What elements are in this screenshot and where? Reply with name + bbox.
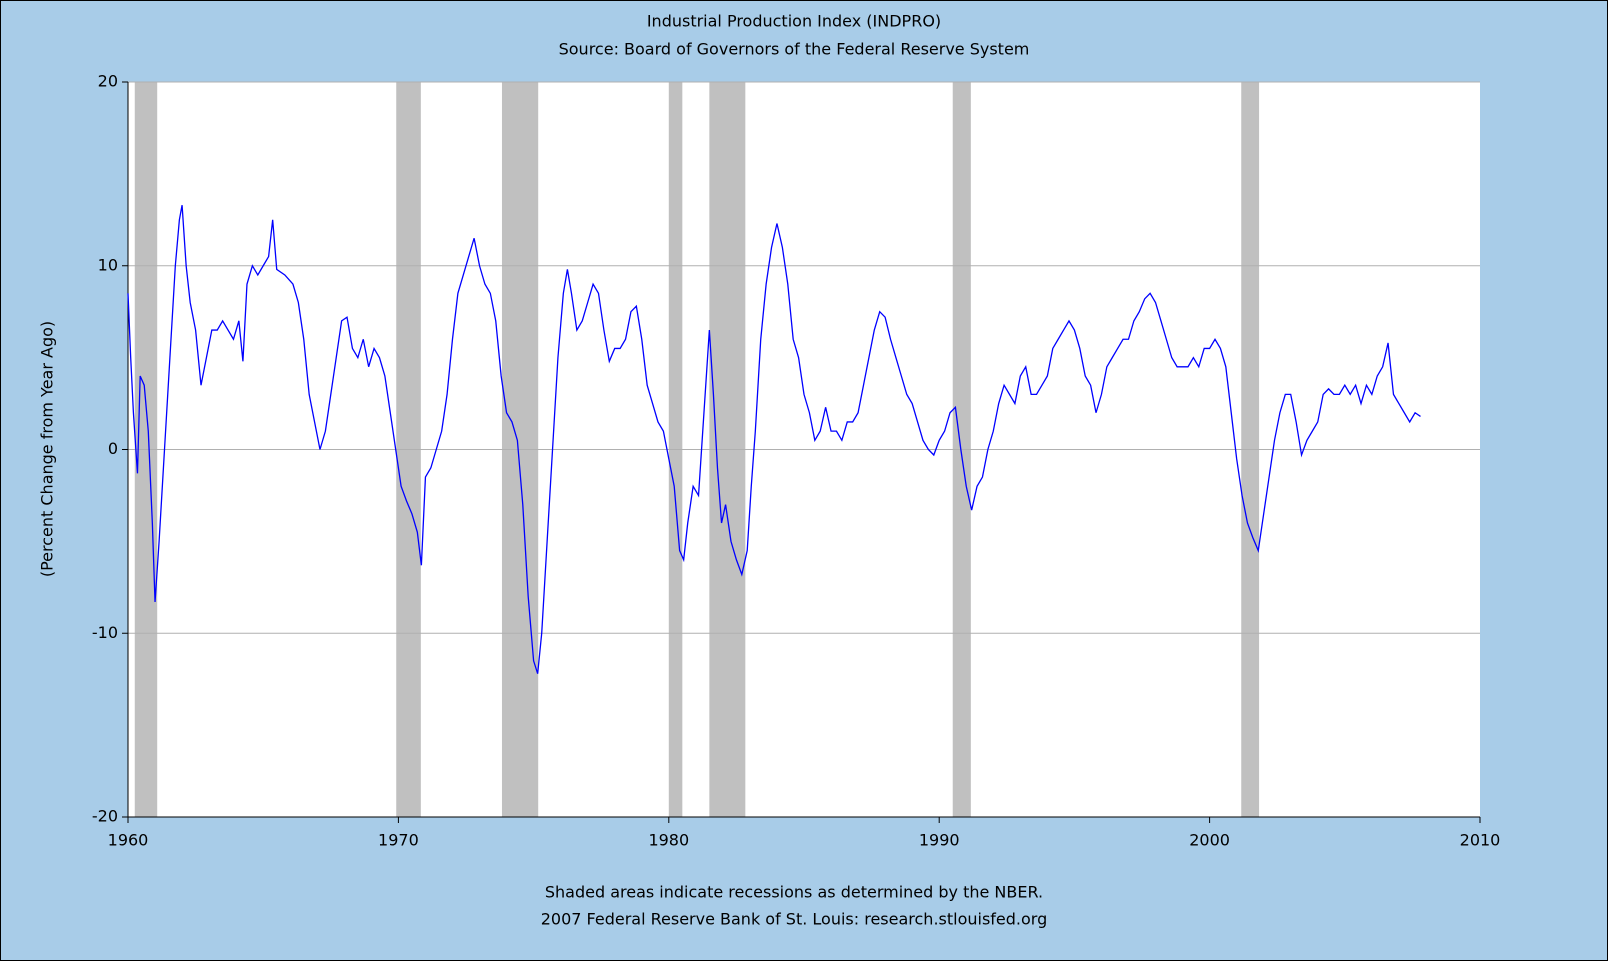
data-line <box>127 204 1421 674</box>
y-tick-label: -20 <box>92 807 118 826</box>
x-tick-label: 1990 <box>919 831 960 850</box>
y-tick-label: 20 <box>98 72 118 91</box>
y-tick-label: -10 <box>92 623 118 642</box>
y-tick-label: 0 <box>108 439 118 458</box>
y-axis-label: (Percent Change from Year Ago) <box>38 321 57 577</box>
y-tick-label: 10 <box>98 255 118 274</box>
chart-title: Industrial Production Index (INDPRO) <box>647 12 941 31</box>
chart-subtitle: Source: Board of Governors of the Federa… <box>559 40 1030 59</box>
x-tick-label: 2000 <box>1189 831 1230 850</box>
footnote: Shaded areas indicate recessions as dete… <box>545 883 1043 902</box>
footnote: 2007 Federal Reserve Bank of St. Louis: … <box>541 910 1048 929</box>
x-tick-label: 2010 <box>1460 831 1501 850</box>
x-tick-label: 1980 <box>648 831 689 850</box>
x-tick-label: 1970 <box>378 831 419 850</box>
x-tick-label: 1960 <box>108 831 149 850</box>
